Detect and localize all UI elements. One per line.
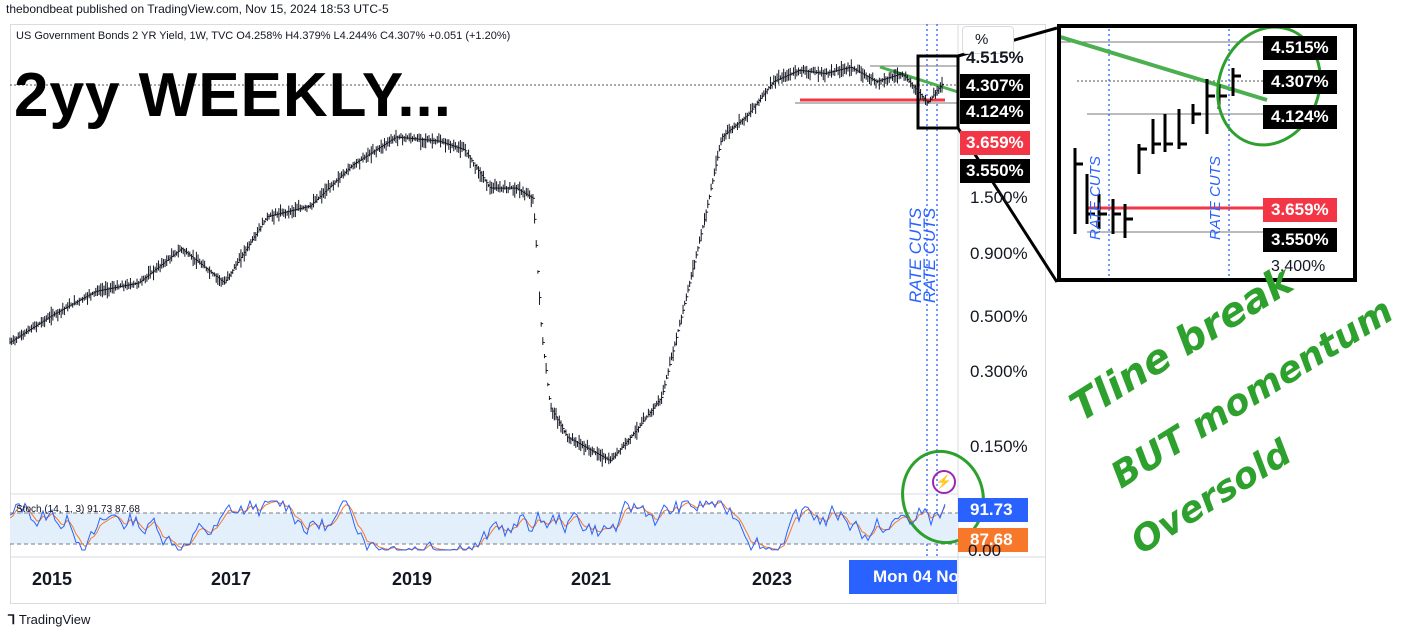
inset-circle-annotation	[1216, 28, 1322, 147]
tradingview-logo-icon: ⅂	[8, 612, 19, 627]
percent-scale-button[interactable]: %	[962, 26, 1014, 54]
published-credit: thebondbeat published on TradingView.com…	[6, 2, 389, 16]
inset-price-tag: 3.550%	[1263, 228, 1337, 252]
chart-frame	[10, 24, 1046, 604]
price-tag-last: 4.307%	[960, 74, 1030, 98]
price-tick: 0.500%	[970, 307, 1028, 326]
price-tag: 3.550%	[960, 159, 1030, 183]
inset-price-tag: 4.515%	[1263, 36, 1337, 60]
stoch-zero-tick: 0.00	[968, 541, 1002, 560]
time-tick: 2023	[752, 569, 793, 589]
time-tick: 2015	[32, 569, 73, 589]
inset-rate-cuts-label: RATE CUTS	[1207, 156, 1224, 240]
symbol-info: US Government Bonds 2 YR Yield, 1W, TVC …	[16, 30, 511, 42]
tradingview-logo: ⅂ TradingView	[8, 612, 90, 628]
stoch-d-value-tag: 87.68	[958, 528, 1028, 552]
stoch-k-value-tag: 91.73	[958, 498, 1028, 522]
stoch-d-line	[9, 500, 946, 551]
inset-price-tag: 4.124%	[1263, 105, 1337, 129]
crosshair-date-label: Mon 04 Nov	[849, 560, 957, 594]
zoom-box	[916, 54, 960, 130]
price-tag: 4.124%	[960, 100, 1030, 124]
price-tick: 1.500%	[970, 188, 1028, 207]
stoch-legend: Stoch (14, 1, 3) 91.73 87.68	[16, 504, 140, 515]
stoch-circle-annotation	[901, 449, 985, 545]
time-tick: 2021	[571, 569, 612, 589]
tradingview-logo-text: TradingView	[18, 612, 91, 627]
inset-zoom-panel: 4.515% 4.307% 4.124% 3.659% 3.550% 3.400…	[1057, 24, 1357, 282]
time-tick: 2017	[211, 569, 252, 589]
price-tick: 0.150%	[970, 437, 1028, 456]
lightning-icon[interactable]: ⚡	[932, 470, 956, 494]
time-tick: 2019	[392, 569, 433, 589]
price-tag-red: 3.659%	[960, 131, 1030, 155]
stoch-k-line	[9, 499, 946, 552]
inset-price-tag-red: 3.659%	[1263, 198, 1337, 222]
chart-title: 2yy WEEKLY...	[14, 61, 453, 130]
price-tick-partial: 4.515%	[966, 48, 1024, 67]
inset-rate-cuts-label: RATE CUTS	[1087, 156, 1104, 240]
price-tick: 0.900%	[970, 244, 1028, 263]
inset-price-tick: 3.400%	[1271, 258, 1326, 275]
inset-chart-svg	[1061, 28, 1322, 278]
price-tick: 0.300%	[970, 362, 1028, 381]
rate-cuts-label: RATE CUTS	[920, 207, 939, 303]
inset-price-tag-last: 4.307%	[1263, 70, 1337, 94]
